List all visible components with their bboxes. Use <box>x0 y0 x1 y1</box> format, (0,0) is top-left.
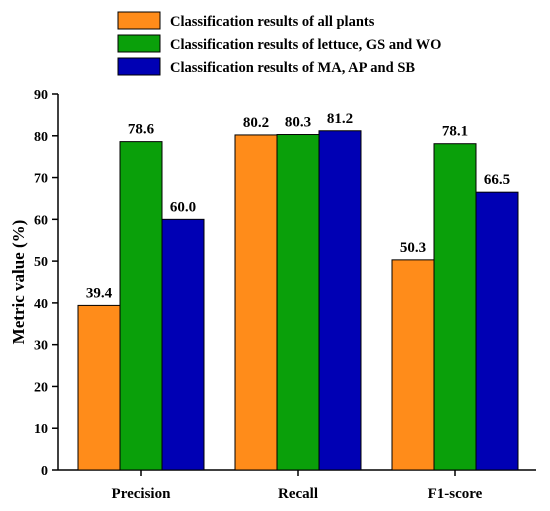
bar <box>119 141 163 471</box>
bar <box>318 130 362 471</box>
bar <box>276 134 320 471</box>
bar <box>391 259 435 471</box>
legend-label: Classification results of lettuce, GS an… <box>170 37 441 53</box>
data-label: 60.0 <box>170 199 196 215</box>
data-labels: 39.4 80.2 50.3 78.6 80.3 78.1 60.0 81.2 66.5 <box>86 111 510 302</box>
x-axis: Precision Recall F1-score <box>58 469 536 502</box>
y-axis: 0 10 20 30 40 50 60 70 80 90 <box>34 88 59 479</box>
legend-swatch <box>117 11 161 30</box>
y-tick-label: 30 <box>34 339 48 354</box>
legend-label: Classification results of all plants <box>170 14 375 30</box>
data-label: 78.1 <box>442 124 468 140</box>
y-tick-label: 90 <box>34 88 48 103</box>
y-axis-title: Metric value (%) <box>9 220 28 345</box>
x-tick-label: Recall <box>278 486 318 502</box>
y-tick-label: 20 <box>34 380 48 395</box>
legend-swatch <box>117 57 161 76</box>
legend-swatch <box>117 34 161 53</box>
bar <box>433 143 477 471</box>
data-label: 81.2 <box>327 111 353 127</box>
data-label: 39.4 <box>86 285 113 301</box>
y-tick-label: 50 <box>34 255 48 270</box>
y-tick-label: 0 <box>41 464 48 479</box>
data-label: 80.2 <box>243 115 269 131</box>
y-tick-label: 70 <box>34 172 48 187</box>
y-tick-label: 10 <box>34 422 48 437</box>
data-label: 50.3 <box>400 240 426 256</box>
data-label: 80.3 <box>285 115 311 131</box>
x-tick-label: Precision <box>112 486 172 502</box>
y-tick-label: 80 <box>34 130 48 145</box>
y-tick-label: 60 <box>34 213 48 228</box>
x-tick-label: F1-score <box>428 486 483 502</box>
bar <box>161 218 205 471</box>
bar <box>475 191 519 471</box>
legend: Classification results of all plants Clas… <box>117 11 441 76</box>
bar <box>77 304 121 471</box>
data-label: 66.5 <box>484 172 510 188</box>
data-label: 78.6 <box>128 122 155 138</box>
bar <box>234 134 278 471</box>
y-tick-label: 40 <box>34 297 48 312</box>
bars <box>77 130 519 471</box>
legend-label: Classification results of MA, AP and SB <box>170 60 415 76</box>
